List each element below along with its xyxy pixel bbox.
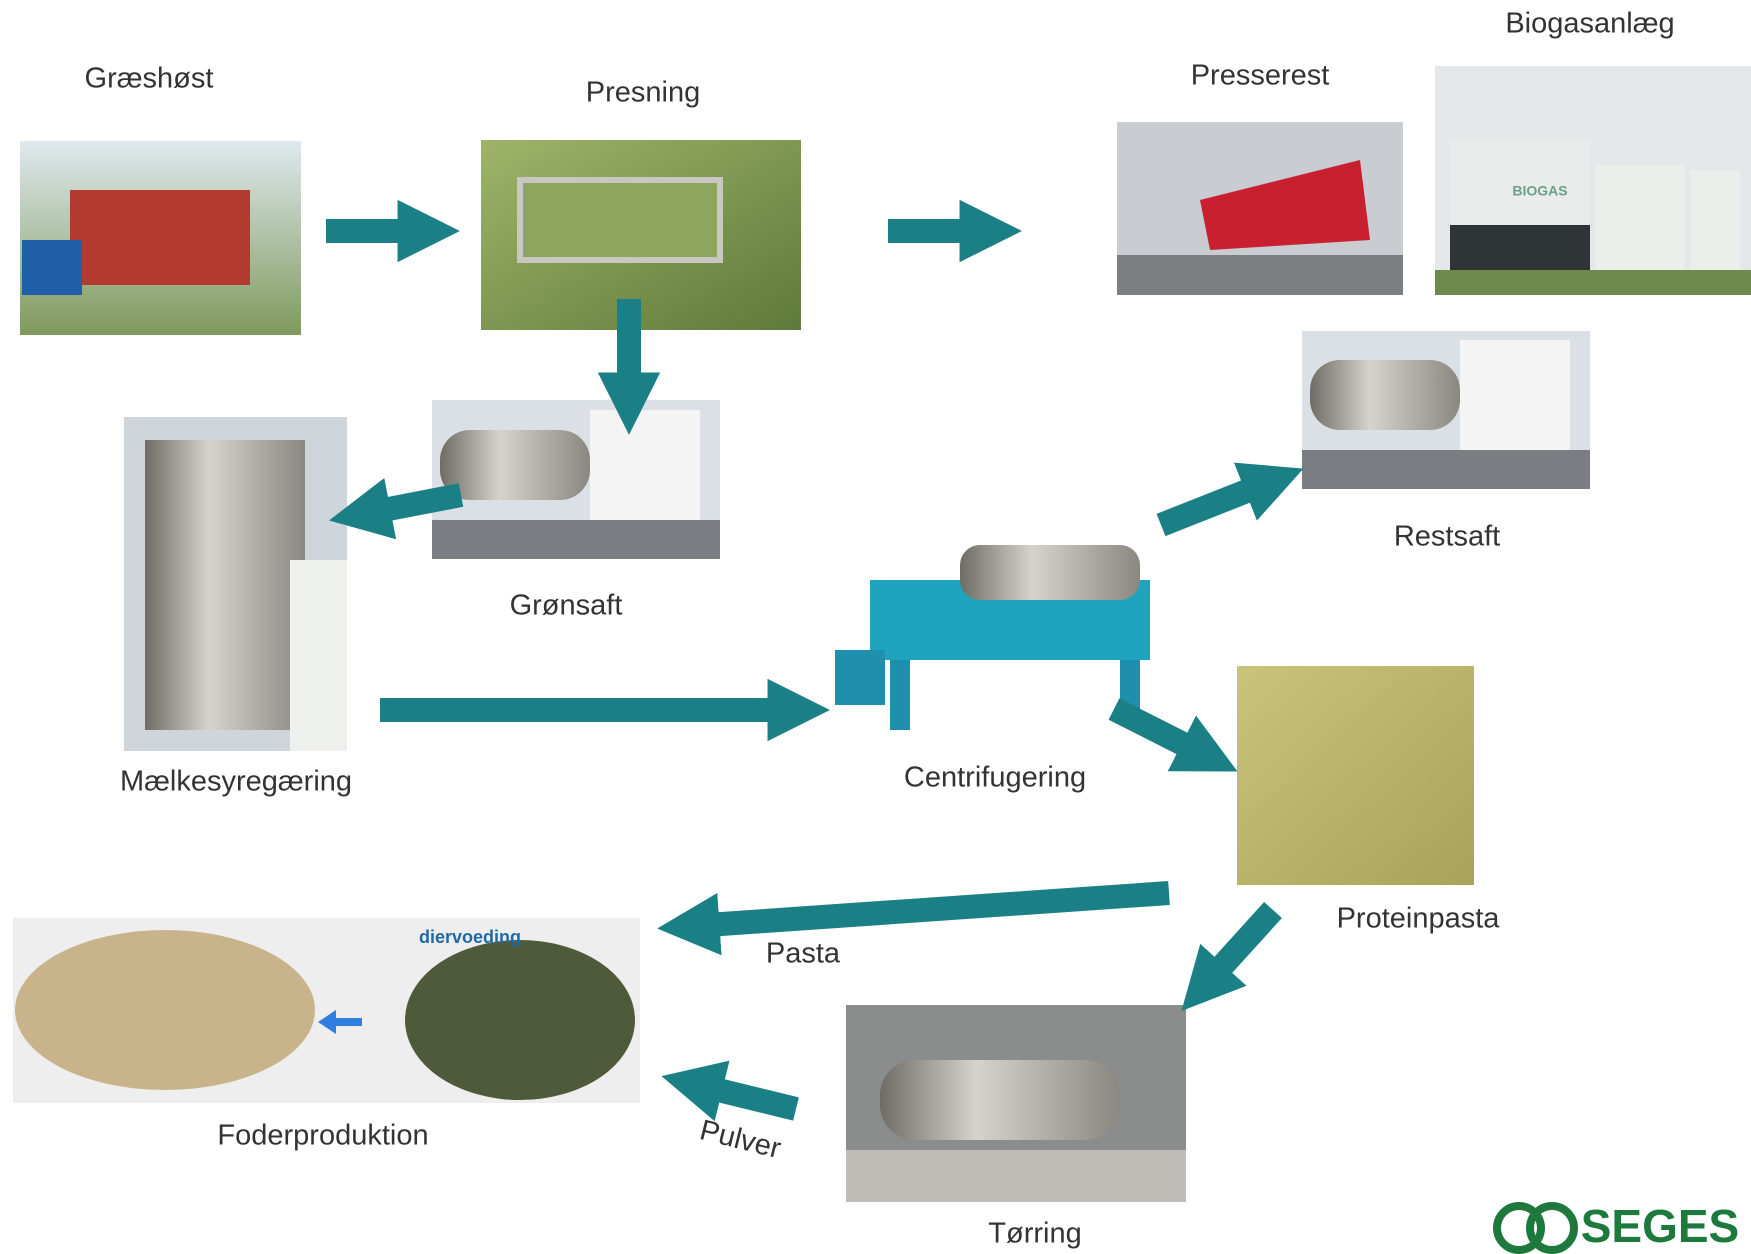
arrow xyxy=(1161,487,1257,525)
photo-biogas: BIOGAS xyxy=(1435,66,1751,295)
image-text: diervoeding xyxy=(419,927,521,947)
node-label: Restsaft xyxy=(1394,521,1500,553)
image-text: BIOGAS xyxy=(1512,183,1567,199)
arrow xyxy=(1215,910,1273,974)
logo-text: SEGES xyxy=(1581,1200,1740,1252)
arrow xyxy=(1114,709,1193,749)
arrow xyxy=(707,893,1169,925)
photo-presserest xyxy=(1117,122,1403,295)
node-label: Grønsaft xyxy=(510,590,623,622)
node-label: Biogasanlæg xyxy=(1505,8,1674,40)
photo-toerring xyxy=(846,1005,1186,1202)
logo: SEGES xyxy=(1497,1200,1739,1252)
arrow xyxy=(710,1088,796,1109)
photo-graeshoest xyxy=(20,141,301,335)
edge-label: Pulver xyxy=(697,1114,785,1165)
photo-restsaft xyxy=(1302,331,1590,489)
node-label: Presserest xyxy=(1191,60,1330,92)
node-label: Presning xyxy=(586,77,700,109)
node-label: Centrifugering xyxy=(904,762,1086,794)
arrow xyxy=(378,495,461,511)
photo-groensaft xyxy=(432,400,720,559)
node-label: Mælkesyregæring xyxy=(120,766,352,798)
edge-label: Pasta xyxy=(766,938,841,970)
photo-centrifuge xyxy=(835,545,1150,730)
node-label: Proteinpasta xyxy=(1337,903,1501,935)
photo-proteinpasta xyxy=(1237,666,1474,885)
photo-maelkesyre xyxy=(124,417,347,751)
photo-foder: diervoeding xyxy=(13,918,640,1103)
node-label: Foderproduktion xyxy=(217,1120,428,1152)
diagram: BIOGAS diervoeding xyxy=(0,0,1751,1254)
node-label: Græshøst xyxy=(85,63,214,95)
node-label: Tørring xyxy=(988,1218,1081,1250)
page: BIOGAS diervoeding xyxy=(0,0,1751,1254)
